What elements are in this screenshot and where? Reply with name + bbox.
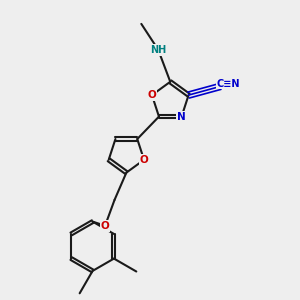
Text: C≡N: C≡N [217, 79, 240, 89]
Text: O: O [148, 90, 156, 100]
Text: NH: NH [150, 45, 166, 55]
Text: O: O [101, 221, 110, 231]
Text: O: O [140, 155, 148, 165]
Text: N: N [177, 112, 186, 122]
